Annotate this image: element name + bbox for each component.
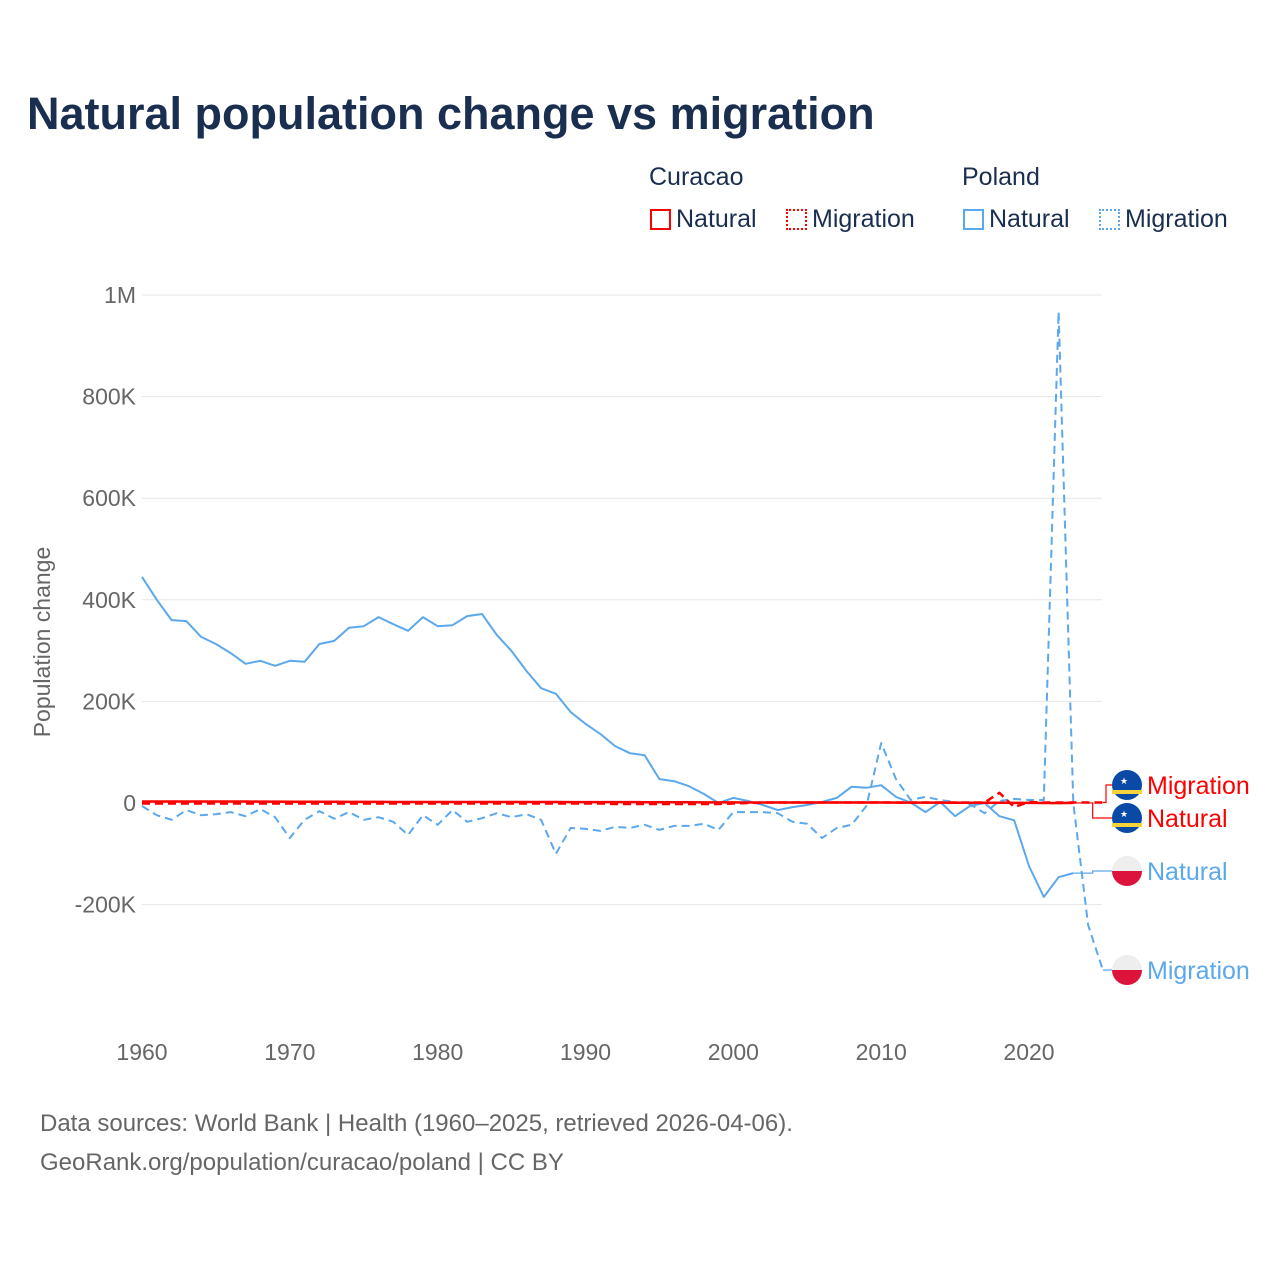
footer-link[interactable]: GeoRank.org/population/curacao/poland | … <box>40 1149 564 1176</box>
legend-label: Migration <box>1125 205 1228 233</box>
legend-item-poland-natural[interactable]: Natural <box>963 205 1070 234</box>
legend-swatch <box>786 209 807 230</box>
x-tick-label: 2020 <box>1003 1039 1054 1065</box>
legend-group-curacao: Curacao <box>649 163 744 191</box>
legend-swatch <box>963 209 984 230</box>
end-label: Migration <box>1147 772 1250 800</box>
legend-swatch <box>650 209 671 230</box>
y-tick-label: 400K <box>82 587 136 613</box>
x-tick-label: 1990 <box>560 1039 611 1065</box>
y-tick-label: 800K <box>82 384 136 410</box>
footer-sources: Data sources: World Bank | Health (1960–… <box>40 1110 793 1137</box>
y-axis-label: Population change <box>29 547 55 738</box>
leader-line <box>1073 802 1112 819</box>
series-line-curacao-migration <box>142 791 1103 809</box>
chart-title: Natural population change vs migration <box>27 88 875 139</box>
legend-item-curacao-natural[interactable]: Natural <box>650 205 757 234</box>
leader-line <box>1102 784 1112 804</box>
flag-star: ★ <box>1120 809 1128 819</box>
x-tick-label: 2000 <box>708 1039 759 1065</box>
legend-label: Migration <box>812 205 915 233</box>
flag-red-half <box>1112 871 1142 886</box>
flag-star: ★ <box>1120 776 1128 786</box>
legend-group-poland: Poland <box>962 163 1040 191</box>
legend-item-curacao-migration[interactable]: Migration <box>786 205 915 234</box>
series-line-curacao-natural <box>142 800 1074 805</box>
flag-stripe <box>1112 790 1142 794</box>
y-tick-label: -200K <box>75 892 137 918</box>
x-tick-label: 1970 <box>264 1039 315 1065</box>
leader-line <box>1073 870 1112 874</box>
flag-stripe <box>1112 823 1142 827</box>
y-tick-label: 0 <box>123 790 136 816</box>
flag-red-half <box>1112 970 1142 985</box>
series-line-poland-migration <box>141 310 1104 971</box>
legend-swatch <box>1099 209 1120 230</box>
x-tick-label: 1980 <box>412 1039 463 1065</box>
x-tick-label: 1960 <box>116 1039 167 1065</box>
legend-label: Natural <box>676 205 757 233</box>
series-line-poland-natural <box>141 576 1074 898</box>
y-tick-label: 200K <box>82 688 136 714</box>
y-tick-label: 1M <box>104 282 136 308</box>
x-tick-label: 2010 <box>856 1039 907 1065</box>
legend-label: Natural <box>989 205 1070 233</box>
end-label: Natural <box>1147 858 1228 886</box>
end-label: Migration <box>1147 957 1250 985</box>
legend-item-poland-migration[interactable]: Migration <box>1099 205 1228 234</box>
end-label: Natural <box>1147 805 1228 833</box>
y-tick-label: 600K <box>82 485 136 511</box>
